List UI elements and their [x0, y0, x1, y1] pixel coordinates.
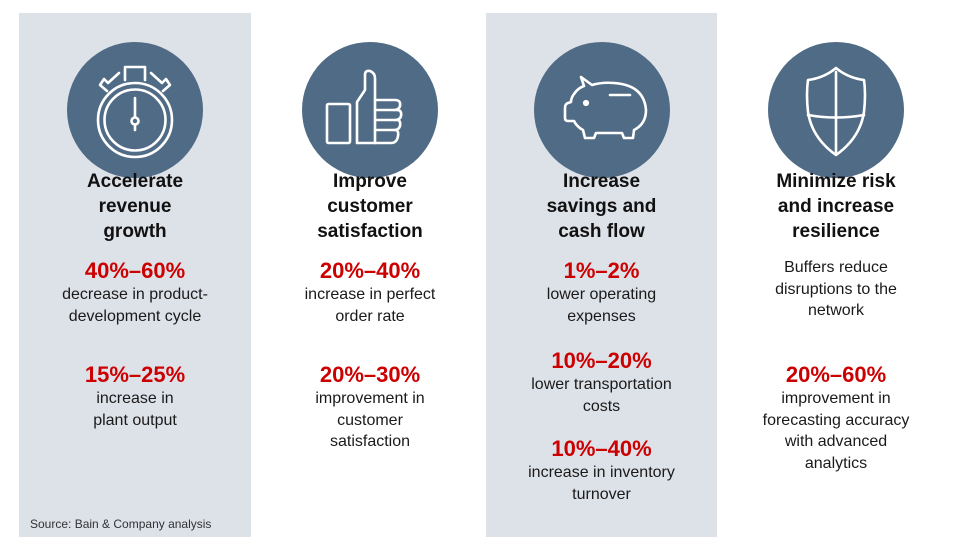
icon-badge — [302, 42, 438, 178]
metric-value: 10%–40% — [551, 436, 652, 461]
stopwatch-icon — [96, 65, 174, 159]
desc-line: turnover — [572, 485, 631, 503]
desc-line: costs — [582, 397, 621, 415]
desc-line: lower transportation — [531, 376, 672, 393]
title-line: growth — [103, 221, 167, 242]
column-title: Accelerate revenue growth — [19, 169, 251, 244]
desc-line: with advanced — [784, 433, 888, 450]
desc-line: expenses — [567, 307, 636, 325]
metric: 10%–20% lower transportation costs — [486, 348, 717, 417]
desc-line: analytics — [804, 454, 868, 472]
icon-badge — [768, 42, 904, 178]
desc-line: increase in perfect — [304, 286, 436, 303]
desc-line: plant output — [93, 411, 177, 429]
column-savings-cash-flow: Increase savings and cash flow 1%–2% low… — [486, 13, 717, 537]
desc-line: increase in — [96, 390, 174, 407]
desc-line: improvement in — [315, 390, 425, 407]
metric-value: 20%–30% — [319, 362, 421, 387]
icon-badge — [67, 42, 203, 178]
title-line: Minimize risk — [776, 171, 896, 192]
note-line: Buffers reduce — [784, 259, 888, 276]
metric: 20%–30% improvement in customer satisfac… — [254, 362, 486, 453]
metric-description: improvement in customer satisfaction — [254, 388, 486, 453]
title-line: customer — [327, 196, 413, 217]
metric: 20%–60% improvement in forecasting accur… — [720, 362, 952, 474]
desc-line: satisfaction — [329, 433, 411, 450]
metric: 15%–25% increase in plant output — [19, 362, 251, 431]
metric-description: lower transportation costs — [486, 374, 717, 417]
desc-line: customer — [337, 411, 403, 429]
column-title: Improve customer satisfaction — [254, 169, 486, 244]
metric: 40%–60% decrease in product- development… — [19, 258, 251, 327]
metric-value: 20%–40% — [319, 258, 421, 283]
metric: 1%–2% lower operating expenses — [486, 258, 717, 327]
buffer-note: Buffers reduce disruptions to the networ… — [720, 257, 952, 322]
column-accelerate-revenue: Accelerate revenue growth 40%–60% decrea… — [19, 13, 251, 537]
title-line: Accelerate — [86, 171, 184, 192]
desc-line: order rate — [335, 307, 405, 325]
title-line: satisfaction — [317, 221, 423, 242]
column-title: Minimize risk and increase resilience — [720, 169, 952, 244]
metric-description: improvement in forecasting accuracy with… — [720, 388, 952, 474]
source-note: Source: Bain & Company analysis — [30, 517, 212, 531]
column-customer-satisfaction: Improve customer satisfaction 20%–40% in… — [254, 13, 486, 537]
piggy-bank-icon — [563, 75, 647, 140]
metric-description: increase in perfect order rate — [254, 284, 486, 327]
title-line: and increase — [777, 196, 895, 217]
metric-description: increase in plant output — [19, 388, 251, 431]
thumbs-up-icon — [325, 69, 403, 145]
column-risk-resilience: Minimize risk and increase resilience Bu… — [720, 13, 952, 537]
metric: 10%–40% increase in inventory turnover — [486, 436, 717, 505]
metric-value: 1%–2% — [563, 258, 640, 283]
desc-line: development cycle — [68, 307, 202, 325]
desc-line: forecasting accuracy — [762, 411, 910, 429]
title-line: Improve — [333, 171, 407, 192]
metric: 20%–40% increase in perfect order rate — [254, 258, 486, 327]
title-line: savings and — [546, 196, 657, 217]
metric-value: 15%–25% — [84, 362, 186, 387]
title-line: revenue — [98, 196, 172, 217]
desc-line: improvement in — [781, 390, 891, 407]
title-line: cash flow — [558, 221, 645, 242]
metric-value: 10%–20% — [551, 348, 652, 373]
metric-value: 20%–60% — [785, 362, 887, 387]
shield-icon — [805, 66, 867, 157]
metric-description: increase in inventory turnover — [486, 462, 717, 505]
title-line: resilience — [792, 221, 880, 242]
desc-line: increase in inventory — [528, 464, 675, 481]
desc-line: decrease in product- — [62, 286, 208, 303]
note-line: network — [807, 302, 865, 319]
metric-description: lower operating expenses — [486, 284, 717, 327]
title-line: Increase — [562, 171, 641, 192]
note-line: disruptions to the — [775, 280, 897, 298]
desc-line: lower operating — [546, 286, 657, 303]
icon-badge — [533, 42, 670, 178]
metric-value: 40%–60% — [84, 258, 186, 283]
column-title: Increase savings and cash flow — [486, 169, 717, 244]
metric-description: decrease in product- development cycle — [19, 284, 251, 327]
